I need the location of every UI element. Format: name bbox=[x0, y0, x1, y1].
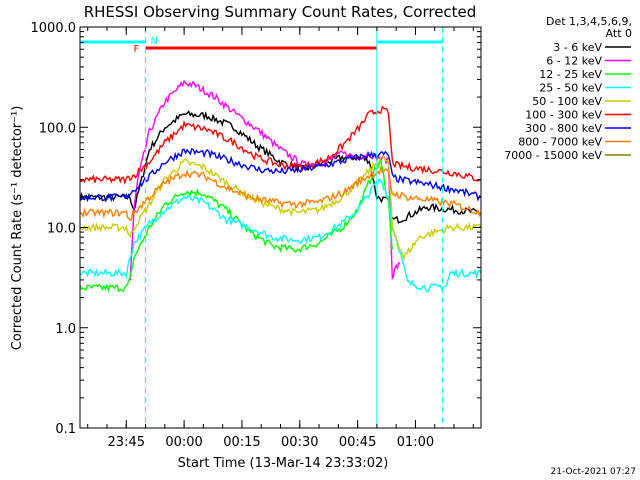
legend-label-3: 25 - 50 keV bbox=[539, 82, 602, 95]
legend-label-8: 7000 - 15000 keV bbox=[504, 149, 602, 162]
state-bars-layer: FN bbox=[80, 36, 443, 55]
legend-header-line-1: Det 1,3,4,5,6,9, bbox=[546, 15, 632, 28]
y-tick-label-3: 100.0 bbox=[39, 121, 76, 136]
y-tick-label-1: 1.0 bbox=[55, 322, 76, 337]
x-tick-label-5: 01:00 bbox=[397, 435, 434, 450]
x-tick-label-3: 00:30 bbox=[281, 435, 318, 450]
legend-label-4: 50 - 100 keV bbox=[532, 95, 602, 108]
legend-label-7: 800 - 7000 keV bbox=[518, 136, 602, 149]
ticks-layer: 0.1 1.0 10.0 100.0 1000.0 23:45 00:00 00:15 00:3… bbox=[31, 21, 481, 450]
x-tick-label-0: 23:45 bbox=[108, 435, 145, 450]
y-tick-label-0: 0.1 bbox=[55, 422, 76, 437]
legend-label-1: 6 - 12 keV bbox=[546, 55, 602, 68]
y-tick-label-2: 10.0 bbox=[47, 222, 76, 237]
state-bar-label-f: F bbox=[134, 44, 140, 55]
series-line-2 bbox=[79, 157, 393, 293]
series-line-5 bbox=[79, 105, 482, 186]
legend-label-0: 3 - 6 keV bbox=[553, 41, 602, 54]
chart-title: RHESSI Observing Summary Count Rates, Co… bbox=[84, 3, 477, 21]
x-tick-label-1: 00:00 bbox=[165, 435, 202, 450]
legend-label-6: 300 - 800 keV bbox=[525, 122, 602, 135]
state-bar-label-n: N bbox=[151, 36, 158, 47]
y-axis-label: Corrected Count Rate (s⁻¹ detector⁻¹) bbox=[10, 106, 25, 351]
footer-date: 21-Oct-2021 07:27 bbox=[551, 467, 636, 477]
y-tick-label-4: 1000.0 bbox=[31, 21, 77, 36]
x-axis-label: Start Time (13-Mar-14 23:33:02) bbox=[178, 456, 389, 471]
series-line-3 bbox=[79, 178, 482, 293]
legend-label-2: 12 - 25 keV bbox=[539, 68, 602, 81]
x-tick-label-4: 00:45 bbox=[339, 435, 376, 450]
legend-label-5: 100 - 300 keV bbox=[525, 109, 602, 122]
x-tick-label-2: 00:15 bbox=[223, 435, 260, 450]
legend-header-line-2: Att 0 bbox=[606, 27, 632, 40]
